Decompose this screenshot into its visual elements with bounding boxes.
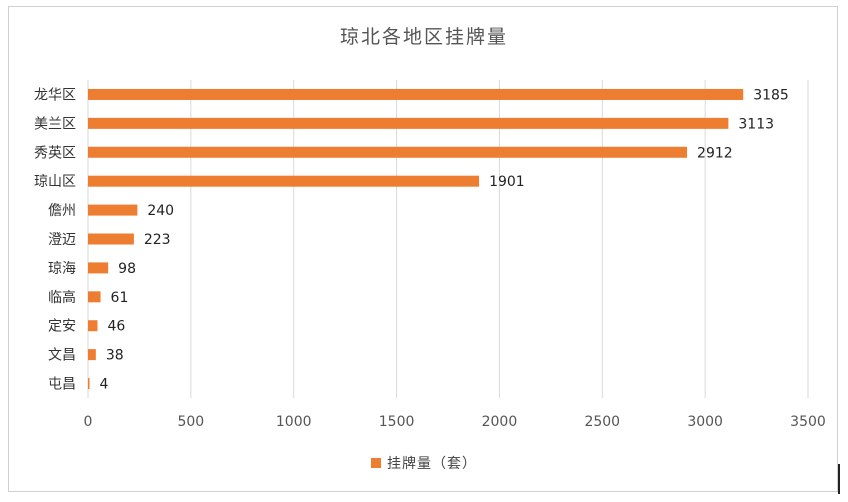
- bar: [88, 349, 96, 361]
- bar: [88, 320, 98, 332]
- window-edge: [838, 464, 840, 494]
- y-tick-label: 美兰区: [34, 116, 76, 132]
- gridlines: [87, 80, 809, 398]
- y-tick-label: 秀英区: [34, 144, 76, 161]
- bar: [88, 378, 90, 390]
- bar: [88, 146, 688, 158]
- data-label: 223: [144, 232, 171, 248]
- bar: [88, 175, 480, 187]
- bar: [88, 88, 744, 100]
- x-tick-label: 3000: [687, 414, 723, 430]
- y-tick-label: 澄迈: [48, 232, 76, 248]
- x-axis-labels: 0 500 1000 1500 2000 2500 3000 3500: [84, 414, 826, 430]
- bar: [88, 262, 109, 274]
- y-tick-label: 临高: [48, 289, 76, 306]
- x-tick-label: 0: [84, 414, 93, 430]
- x-tick-label: 2000: [482, 414, 518, 430]
- legend: 挂牌量（套）: [0, 453, 848, 473]
- data-label: 2912: [697, 145, 733, 161]
- bars: [88, 88, 744, 390]
- data-label: 61: [111, 290, 129, 306]
- data-label: 3185: [753, 87, 789, 103]
- x-tick-label: 3500: [790, 414, 826, 430]
- legend-swatch: [371, 458, 381, 468]
- y-tick-label: 文昌: [48, 348, 76, 364]
- bar: [88, 233, 134, 245]
- legend-label: 挂牌量（套）: [387, 456, 477, 472]
- data-label: 1901: [489, 174, 525, 190]
- chart-title: 琼北各地区挂牌量: [339, 26, 508, 48]
- data-label: 3113: [738, 116, 774, 132]
- data-label: 4: [100, 377, 109, 393]
- x-tick-label: 1500: [379, 414, 415, 430]
- y-tick-label: 龙华区: [34, 87, 76, 103]
- y-tick-label: 定安: [48, 319, 76, 335]
- bar: [88, 204, 138, 216]
- y-tick-label: 屯昌: [48, 377, 76, 393]
- y-tick-label: 琼海: [48, 261, 76, 277]
- data-label: 240: [147, 203, 174, 219]
- x-tick-label: 500: [177, 414, 204, 430]
- bar: [88, 117, 729, 129]
- data-labels: 3185 3113 2912 1901 240 223 98 61 46 38 4: [100, 87, 789, 392]
- data-label: 98: [118, 261, 136, 277]
- data-label: 46: [107, 319, 125, 335]
- x-tick-label: 2500: [584, 414, 620, 430]
- y-tick-label: 儋州: [48, 203, 76, 219]
- chart-frame: [8, 6, 838, 492]
- y-tick-label: 琼山区: [34, 174, 76, 190]
- data-label: 38: [106, 348, 124, 364]
- x-tick-label: 1000: [276, 414, 312, 430]
- bar: [88, 291, 101, 303]
